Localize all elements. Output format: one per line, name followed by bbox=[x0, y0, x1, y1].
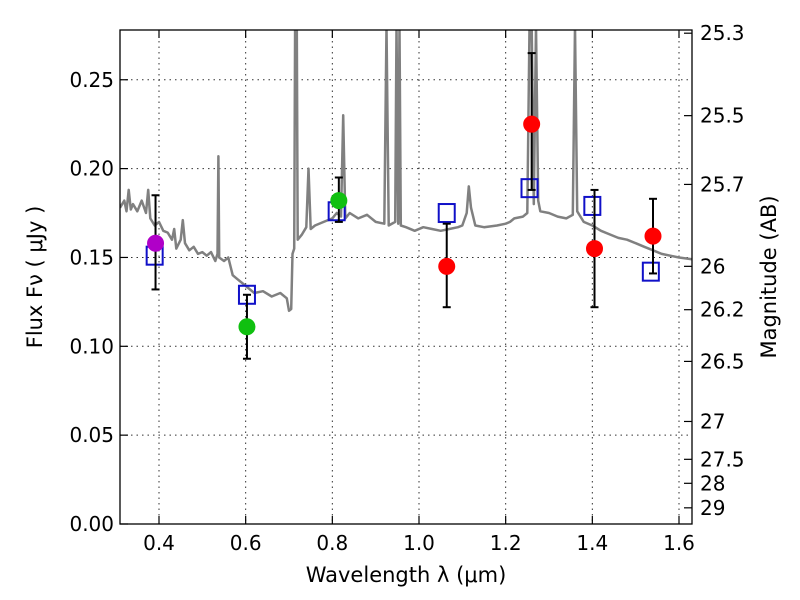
y-tick-label: 0.10 bbox=[69, 334, 114, 358]
axes: 0.4 0.6 0.8 1.0 1.2 1.4 1.6 0.00 0.05 0.10 0.15 0.2… bbox=[69, 21, 744, 555]
y-axis-title: Flux Fν ( μJy ) bbox=[23, 206, 47, 349]
x-tick-label: 1.6 bbox=[663, 531, 695, 555]
observed-photometry-point bbox=[330, 192, 348, 210]
observed-photometry-point bbox=[147, 234, 165, 252]
plot-area bbox=[120, 30, 692, 360]
observed-photometry-point bbox=[238, 318, 256, 336]
y2-tick-label: 26.2 bbox=[700, 298, 745, 322]
y-tick-label: 0.15 bbox=[69, 245, 114, 269]
y2-tick-label: 29 bbox=[700, 496, 725, 520]
x-tick-label: 0.6 bbox=[230, 531, 262, 555]
y2-tick-label: 26 bbox=[700, 254, 725, 278]
x-axis-title: Wavelength λ (μm) bbox=[306, 563, 507, 587]
y-tick-label: 0.00 bbox=[69, 512, 114, 536]
y2-axis-title: Magnitude (AB) bbox=[757, 195, 781, 358]
y2-tick-label: 27 bbox=[700, 409, 725, 433]
y2-tick-label: 28 bbox=[700, 471, 725, 495]
x-tick-label: 0.4 bbox=[143, 531, 175, 555]
x-tick-label: 1.4 bbox=[576, 531, 608, 555]
y2-tick-label: 25.7 bbox=[700, 172, 745, 196]
model-photometry-point bbox=[641, 261, 660, 282]
plot-frame bbox=[119, 29, 693, 525]
y2-tick-label: 27.5 bbox=[700, 447, 745, 471]
y-tick-label: 0.25 bbox=[69, 68, 114, 92]
x-tick-label: 1.0 bbox=[403, 531, 435, 555]
model-photometry-point bbox=[437, 203, 456, 224]
grid bbox=[120, 30, 692, 525]
y-tick-label: 0.20 bbox=[69, 157, 114, 181]
y-tick-label: 0.05 bbox=[69, 423, 114, 447]
observed-photometry-point bbox=[586, 240, 603, 258]
y2-tick-label: 26.5 bbox=[700, 349, 745, 373]
y2-tick-label: 25.3 bbox=[700, 21, 745, 45]
y2-tick-label: 25.5 bbox=[700, 104, 745, 128]
observed-photometry-point bbox=[644, 227, 662, 245]
x-tick-label: 1.2 bbox=[490, 531, 522, 555]
observed-photometry-point bbox=[523, 115, 541, 133]
spectrum-line bbox=[120, 30, 692, 313]
model-photometry-point bbox=[583, 195, 602, 216]
observed-photometry-point bbox=[438, 257, 456, 275]
model-photometry-point bbox=[520, 178, 539, 199]
x-tick-label: 0.8 bbox=[316, 531, 348, 555]
